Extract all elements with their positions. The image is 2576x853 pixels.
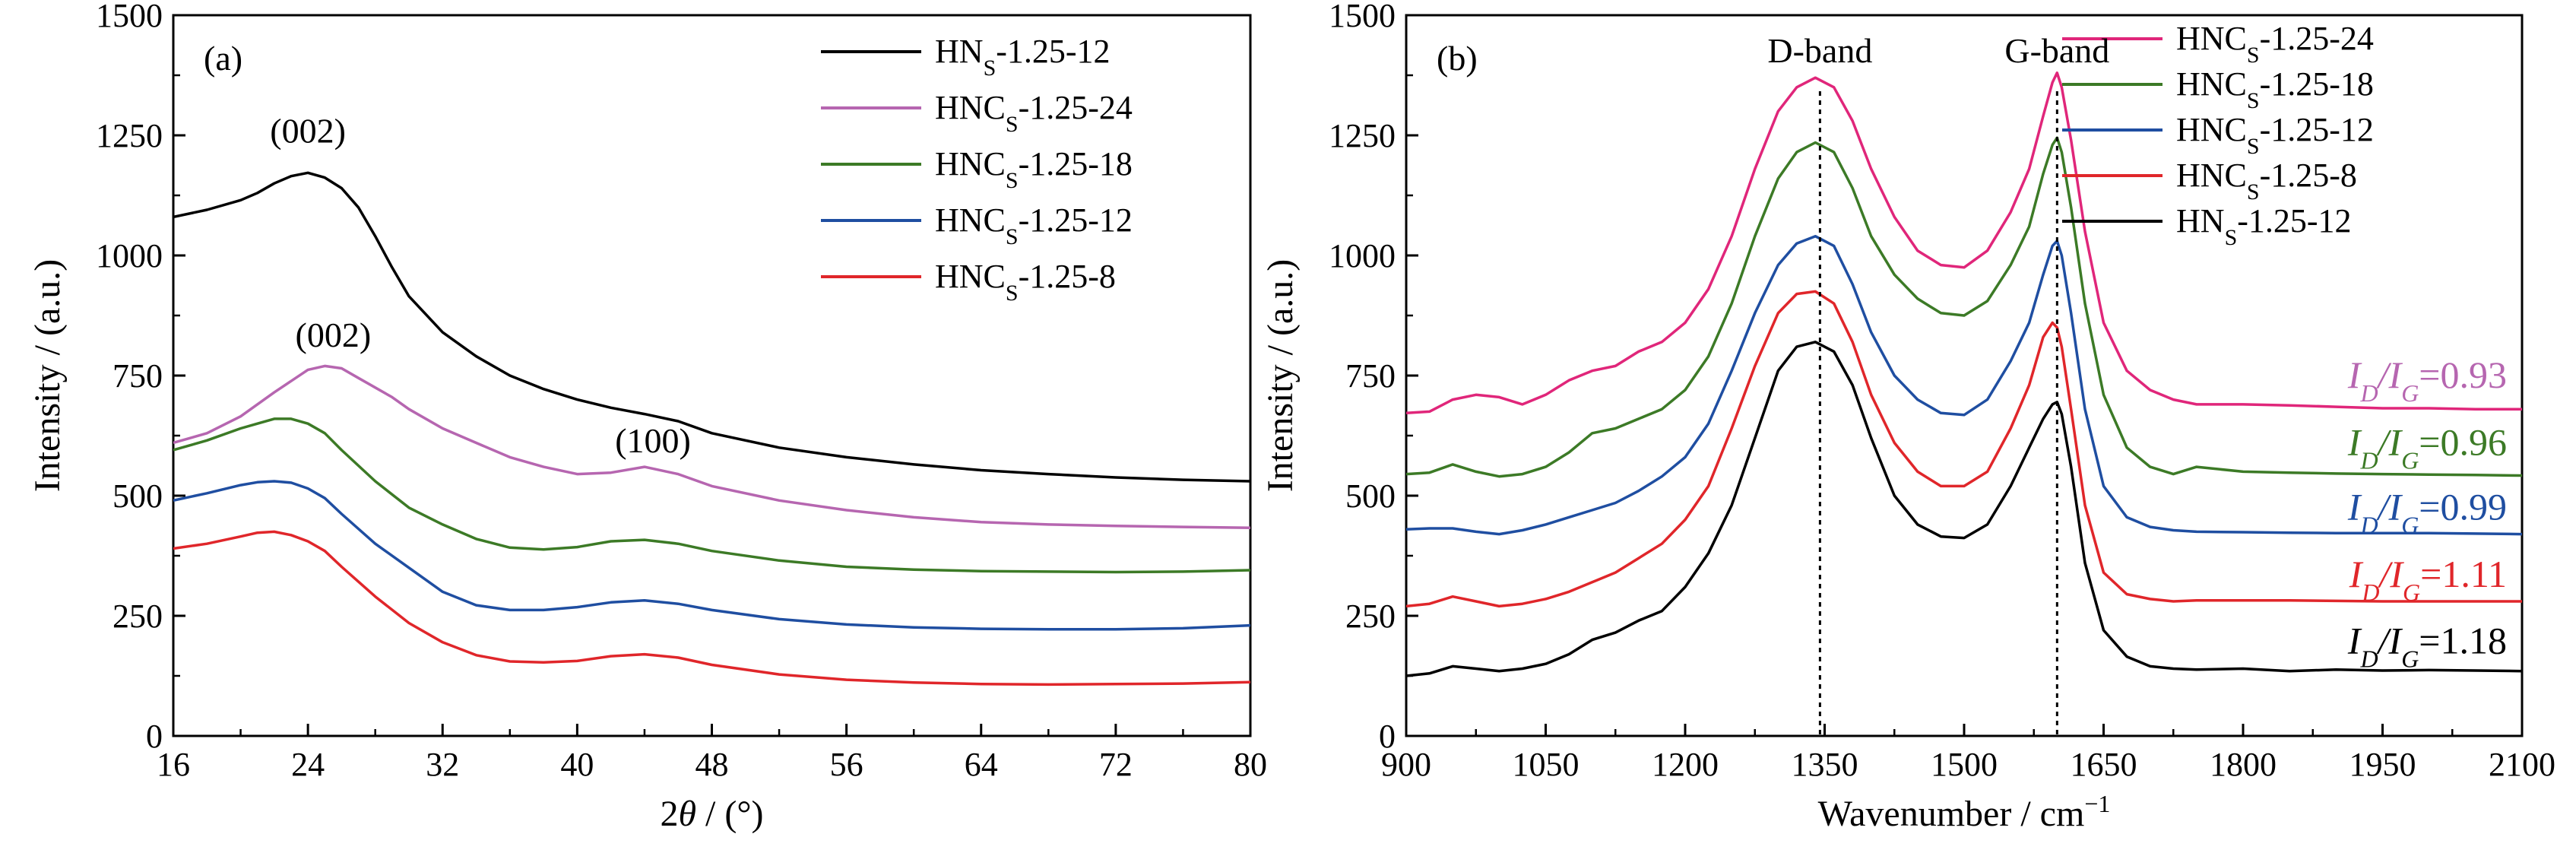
- y-tick-label: 750: [112, 357, 163, 395]
- legend-entry: HNCS-1.25-18: [2176, 65, 2374, 113]
- x-tick-label: 1350: [1792, 746, 1858, 783]
- series-line: [173, 171, 1250, 483]
- x-axis-label: 2θ / (°): [660, 794, 763, 834]
- intensity-ratio-label: ID/IG=0.96: [2347, 420, 2507, 474]
- x-tick-label: 48: [695, 746, 729, 783]
- x-tick-label: 64: [965, 746, 998, 783]
- legend-entry: HNS-1.25-12: [2176, 202, 2352, 250]
- y-tick-label: 0: [146, 718, 163, 755]
- y-axis-label: Intensity / (a.u.): [1260, 259, 1301, 493]
- y-tick-label: 250: [112, 598, 163, 635]
- intensity-ratio-label: ID/IG=1.11: [2349, 553, 2507, 606]
- intensity-ratio-label: ID/IG=1.18: [2347, 619, 2507, 672]
- peak-annotation: (100): [615, 421, 691, 460]
- x-tick-label: 1650: [2071, 746, 2137, 783]
- band-label: G-band: [2004, 31, 2109, 70]
- legend-entry: HNCS-1.25-24: [2176, 20, 2374, 68]
- x-tick-label: 24: [291, 746, 325, 783]
- series-line: [1406, 341, 2522, 677]
- panel-label: (a): [204, 39, 242, 78]
- y-tick-label: 1250: [1329, 117, 1396, 154]
- x-tick-label: 1800: [2210, 746, 2277, 783]
- y-tick-label: 1000: [96, 237, 163, 274]
- series-line: [1406, 290, 2522, 608]
- x-tick-label: 16: [157, 746, 190, 783]
- legend-entry: HNCS-1.25-8: [2176, 157, 2357, 205]
- x-tick-label: 32: [426, 746, 459, 783]
- y-tick-label: 1500: [1329, 0, 1396, 34]
- y-axis-label: Intensity / (a.u.): [27, 259, 68, 493]
- xrd-panel: 16 24 32 40 48 56 64 72 80 0 250 500 750 1000 1250 1500…: [27, 0, 1267, 834]
- legend-entry: HNCS-1.25-12: [935, 201, 1133, 249]
- intensity-ratio-label: ID/IG=0.99: [2347, 486, 2507, 539]
- x-tick-label: 900: [1381, 746, 1431, 783]
- legend-entry: HNCS-1.25-8: [935, 258, 1116, 306]
- series-line: [1406, 136, 2522, 478]
- x-axis-label: Wavenumber / cm−1: [1818, 790, 2111, 834]
- series-line: [173, 417, 1250, 574]
- x-tick-label: 1950: [2349, 746, 2416, 783]
- x-tick-label: 72: [1099, 746, 1133, 783]
- band-label: D-band: [1767, 31, 1872, 70]
- x-tick-label: 40: [560, 746, 594, 783]
- y-tick-label: 750: [1345, 357, 1396, 395]
- y-tick-label: 500: [1345, 477, 1396, 515]
- x-tick-label: 1200: [1652, 746, 1719, 783]
- panel-label: (b): [1437, 39, 1478, 78]
- x-tick-label: 2100: [2489, 746, 2555, 783]
- y-tick-label: 1000: [1329, 237, 1396, 274]
- raman-panel: 900 1050 1200 1350 1500 1650 1800 1950 2100 0 250 5…: [1260, 0, 2555, 834]
- y-tick-label: 1250: [96, 117, 163, 154]
- x-tick-label: 56: [830, 746, 863, 783]
- x-tick-label: 1050: [1513, 746, 1580, 783]
- peak-annotation: (002): [270, 111, 346, 150]
- y-tick-label: 1500: [96, 0, 163, 34]
- series-line: [173, 480, 1250, 631]
- series-line: [1406, 234, 2522, 536]
- series-line: [1406, 71, 2522, 415]
- y-tick-label: 500: [112, 477, 163, 515]
- legend-entry: HNS-1.25-12: [935, 33, 1111, 81]
- intensity-ratio-label: ID/IG=0.93: [2347, 354, 2507, 407]
- legend-entry: HNCS-1.25-12: [2176, 111, 2374, 159]
- series-line: [173, 530, 1250, 687]
- legend-entry: HNCS-1.25-24: [935, 89, 1133, 137]
- legend-entry: HNCS-1.25-18: [935, 145, 1133, 193]
- y-tick-label: 0: [1379, 718, 1396, 755]
- x-tick-label: 80: [1234, 746, 1267, 783]
- peak-annotation: (002): [296, 316, 372, 354]
- series-line: [173, 364, 1250, 530]
- y-tick-label: 250: [1345, 598, 1396, 635]
- x-tick-label: 1500: [1931, 746, 1998, 783]
